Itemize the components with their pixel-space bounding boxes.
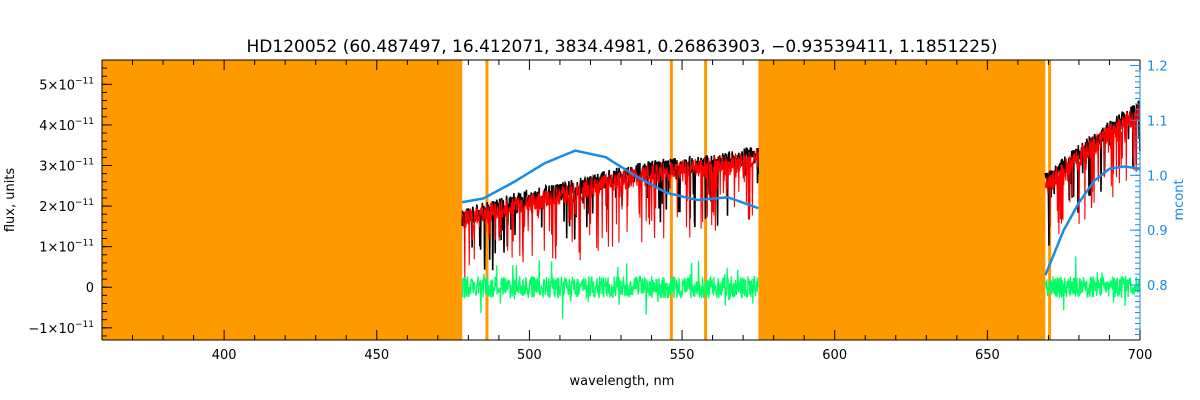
y-tick-label: 2×10−11	[39, 198, 94, 215]
y-tick-label: 1×10−11	[39, 239, 94, 256]
x-tick-label: 650	[975, 348, 1000, 363]
masked-line	[485, 60, 489, 340]
series-residual	[461, 256, 1141, 319]
x-tick-label: 450	[364, 348, 389, 363]
x-tick-label: 600	[822, 348, 847, 363]
y-axis-label: flux, units	[3, 168, 18, 233]
y-tick-label: −1×10−11	[28, 320, 94, 337]
masked-region	[102, 60, 463, 340]
x-tick-label: 400	[212, 348, 237, 363]
y-tick-label: 4×10−11	[39, 117, 94, 134]
series-continuum	[1044, 165, 1141, 276]
x-axis-label: wavelength, nm	[570, 374, 675, 389]
y2-tick-label: 1.0	[1147, 169, 1168, 184]
y-tick-label: 5×10−11	[39, 76, 94, 93]
y2-tick-label: 1.2	[1147, 59, 1168, 74]
chart-title: HD120052 (60.487497, 16.412071, 3834.498…	[247, 37, 998, 57]
series-model	[461, 103, 1141, 280]
y-tick-label: 3×10−11	[39, 158, 94, 175]
y2-tick-label: 1.1	[1147, 114, 1168, 129]
y-tick-label: 0	[86, 281, 94, 296]
masked-region	[758, 60, 1046, 340]
y2-axis-label: mcont	[1172, 179, 1187, 220]
x-tick-label: 550	[670, 348, 695, 363]
plot-area: 400 450 500 550 600 650 700 −1×10−11 0 1×10−11 2×1…	[28, 59, 1167, 363]
series-continuum	[461, 149, 759, 210]
y2-tick-label: 0.8	[1147, 279, 1168, 294]
y2-tick-label: 0.9	[1147, 224, 1168, 239]
x-tick-label: 700	[1128, 348, 1153, 363]
masked-line	[669, 60, 673, 340]
x-tick-label: 500	[517, 348, 542, 363]
